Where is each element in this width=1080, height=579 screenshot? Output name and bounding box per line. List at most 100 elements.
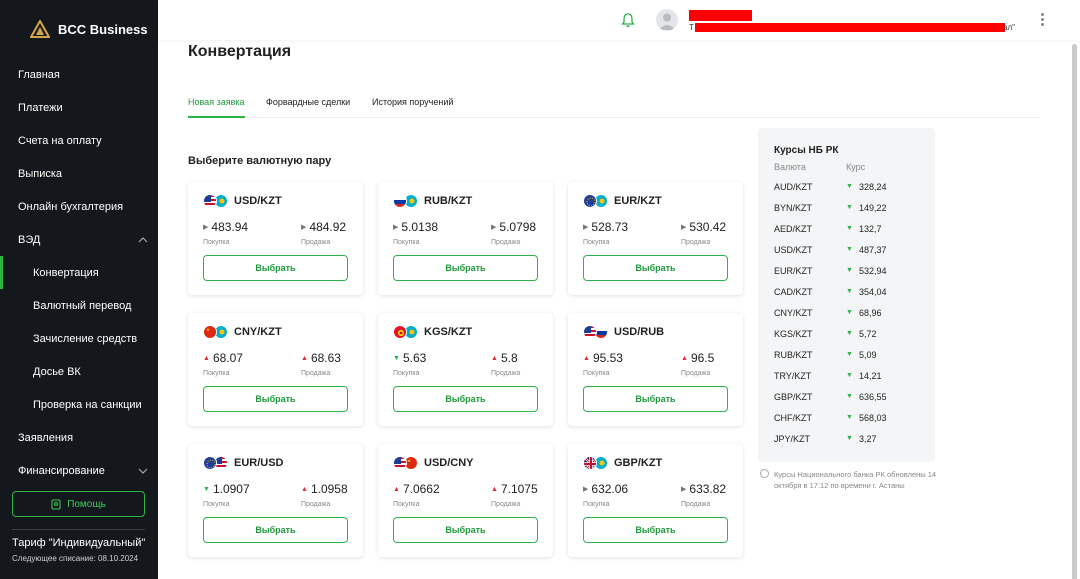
sidebar-item-crediting[interactable]: Зачисление средств [0,322,158,355]
more-options-icon[interactable] [1039,13,1045,27]
sell-rate-value: 484.92 [309,220,347,234]
nb-rate-value: 354,04 [858,287,887,297]
avatar[interactable] [656,9,678,31]
trend-down-icon: ▼ [846,288,853,295]
sidebar-item-applications[interactable]: Заявления [0,421,158,454]
nb-rate-row: AUD/KZT ▼ 328,24 [758,182,935,203]
sell-rate: ▶ 484.92 [301,220,346,234]
sell-rate-value: 633.82 [689,482,727,496]
buy-rate: ▼ 5.63 [393,351,426,365]
buy-rate-value: 1.0907 [212,482,250,496]
nb-rate-row: CHF/KZT ▼ 568,03 [758,413,935,434]
nb-rate-value: 328,24 [858,182,887,192]
nb-rate-row: CNY/KZT ▼ 68,96 [758,308,935,329]
sidebar-item-online-accounting[interactable]: Онлайн бухгалтерия [0,190,158,223]
nb-rate-value: 149,22 [858,203,887,213]
sell-rate: ▲ 7.1075 [491,482,538,496]
currency-card-usd-cny: USD/CNY ▲ 7.0662 ▲ 7.1075 Покупка Продаж… [378,444,553,557]
buy-rate-value: 632.06 [591,482,629,496]
sidebar-item-label: Конвертация [33,266,99,279]
pair-name: USD/KZT [234,195,282,207]
sidebar-item-invoices[interactable]: Счета на оплату [0,124,158,157]
card-header: RUB/KZT [393,194,472,208]
sidebar-item-ved[interactable]: ВЭД [0,223,158,256]
buy-rate: ▶ 528.73 [583,220,628,234]
sell-label: Продажа [301,239,331,246]
pair-name: EUR/KZT [614,195,662,207]
brand-logo[interactable]: BCC Business [0,0,158,44]
sell-label: Продажа [681,501,711,508]
company-name-suffix: ал" [1003,23,1015,32]
sell-rate-value: 96.5 [690,351,715,365]
sidebar-item-statement[interactable]: Выписка [0,157,158,190]
card-header: USD/KZT [203,194,282,208]
eu-flag-icon [203,456,217,470]
sidebar-item-label: Онлайн бухгалтерия [18,200,124,213]
sell-rate: ▶ 5.0798 [491,220,536,234]
kz-flag-icon [594,456,608,470]
tariff-next-charge: Следующее списание: 08.10.2024 [12,554,139,563]
trend-down-icon: ▼ [846,435,853,442]
select-pair-button[interactable]: Выбрать [203,255,348,281]
select-pair-button[interactable]: Выбрать [393,517,538,543]
trend-down-icon: ▼ [846,204,853,211]
select-pair-button[interactable]: Выбрать [583,386,728,412]
sidebar: BCC Business Главная Платежи Счета на оп… [0,0,158,579]
nb-rate-currency: AUD/KZT [774,182,813,192]
sidebar-item-dossier[interactable]: Досье ВК [0,355,158,388]
sidebar-item-conversion[interactable]: Конвертация [0,256,158,289]
sidebar-item-home[interactable]: Главная [0,58,158,91]
nb-rate-value-wrap: ▼ 5,72 [846,329,876,339]
tab-order-history[interactable]: История поручений [372,97,454,107]
tab-new-request[interactable]: Новая заявка [188,97,245,118]
trend-up-icon: ▲ [301,354,308,362]
scrollbar-thumb[interactable] [1072,44,1077,579]
user-icon [659,13,675,30]
scrollbar[interactable] [1071,40,1078,579]
sell-rate-value: 5.8 [500,351,518,365]
nb-rate-value: 68,96 [858,308,882,318]
eu-flag-icon [583,194,597,208]
currency-card-gbp-kzt: GBP/KZT ▶ 632.06 ▶ 633.82 Покупка Продаж… [568,444,743,557]
nb-rate-value: 487,37 [858,245,887,255]
select-pair-button[interactable]: Выбрать [393,386,538,412]
nb-rates-note-text: Курсы Национального банка РК обновлены 1… [774,470,937,490]
trend-down-icon: ▼ [846,414,853,421]
us-flag-icon [393,456,407,470]
sidebar-item-payments[interactable]: Платежи [0,91,158,124]
sidebar-item-financing[interactable]: Финансирование [0,454,158,487]
buy-rate-value: 528.73 [591,220,629,234]
pair-flags [203,456,230,470]
nb-rate-value: 3,27 [858,434,877,444]
bell-icon[interactable] [621,12,635,28]
trend-up-icon: ▲ [393,485,400,493]
gb-flag-icon [583,456,597,470]
nb-rate-row: JPY/KZT ▼ 3,27 [758,434,935,455]
pair-name: RUB/KZT [424,195,473,207]
sidebar-item-currency-transfer[interactable]: Валютный перевод [0,289,158,322]
trend-down-icon: ▼ [846,372,853,379]
redacted-username [689,10,752,21]
sidebar-item-sanctions-check[interactable]: Проверка на санкции [0,388,158,421]
nb-rate-row: KGS/KZT ▼ 5,72 [758,329,935,350]
pair-name: KGS/KZT [424,326,473,338]
tariff-title[interactable]: Тариф "Индивидуальный" [12,537,146,549]
sell-rate-value: 530.42 [689,220,727,234]
tab-forward-deals[interactable]: Форвардные сделки [266,97,351,107]
select-pair-button[interactable]: Выбрать [393,255,538,281]
sidebar-item-label: Главная [18,68,60,81]
sidebar-item-label: Финансирование [18,464,105,477]
nb-rate-value-wrap: ▼ 354,04 [846,287,886,297]
select-pair-button[interactable]: Выбрать [203,517,348,543]
select-pair-button[interactable]: Выбрать [203,386,348,412]
sell-rate-value: 7.1075 [500,482,538,496]
select-pair-button[interactable]: Выбрать [583,517,728,543]
buy-label: Покупка [203,239,230,246]
nb-rate-value-wrap: ▼ 568,03 [846,413,886,423]
help-button[interactable]: Помощь [12,491,145,517]
select-pair-button[interactable]: Выбрать [583,255,728,281]
divider [12,529,145,530]
nb-rate-row: AED/KZT ▼ 132,7 [758,224,935,245]
us-flag-icon [203,194,217,208]
buy-rate-value: 7.0662 [402,482,440,496]
